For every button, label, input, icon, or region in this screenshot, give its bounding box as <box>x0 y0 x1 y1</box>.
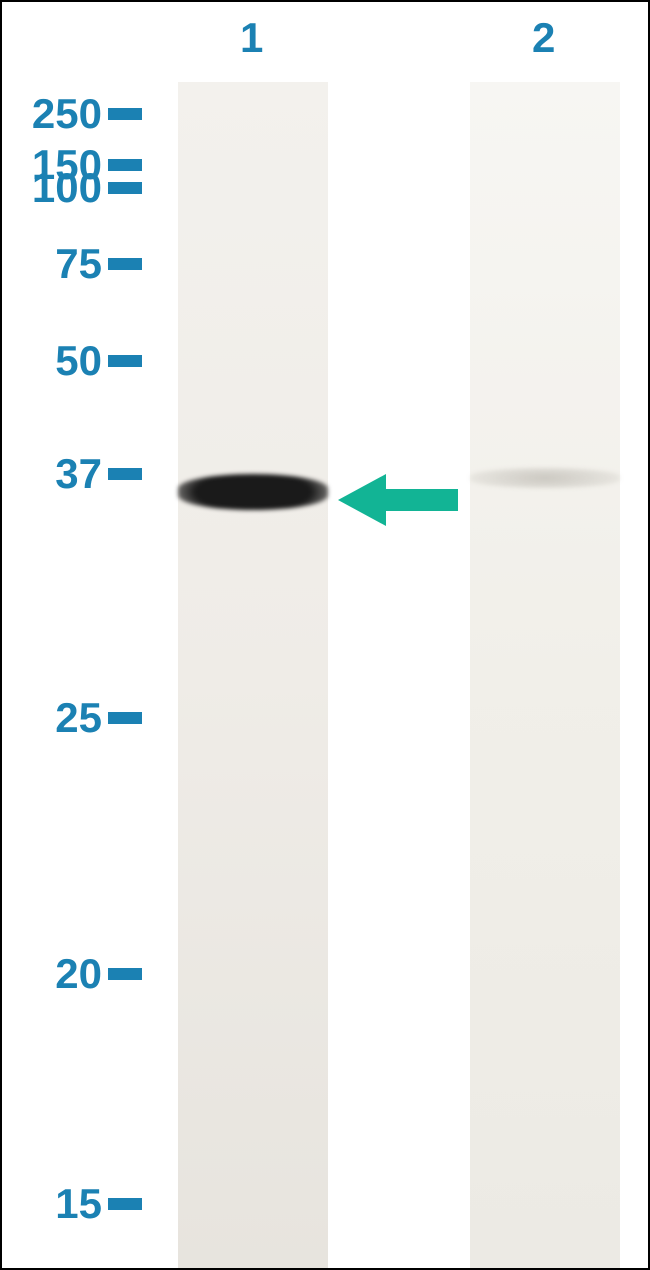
marker-20: 20 <box>20 950 142 998</box>
marker-tick <box>108 258 142 270</box>
marker-label: 75 <box>20 240 102 288</box>
lane-2 <box>470 82 620 1268</box>
lane-1-bg <box>178 82 328 1268</box>
marker-label: 37 <box>20 450 102 498</box>
lane-header-2: 2 <box>532 14 555 62</box>
blot-container: 1 2 250 150 100 75 50 37 25 20 <box>0 0 650 1270</box>
marker-label: 25 <box>20 694 102 742</box>
lane-1 <box>178 82 328 1268</box>
lane-2-bg <box>470 82 620 1268</box>
marker-label: 20 <box>20 950 102 998</box>
marker-label: 15 <box>20 1180 102 1228</box>
lane-2-band <box>470 468 620 488</box>
marker-100: 100 <box>20 164 142 212</box>
marker-tick <box>108 968 142 980</box>
marker-250: 250 <box>20 90 142 138</box>
lane-header-1: 1 <box>240 14 263 62</box>
marker-tick <box>108 1198 142 1210</box>
lane-1-band <box>178 474 328 510</box>
marker-75: 75 <box>20 240 142 288</box>
marker-label: 50 <box>20 337 102 385</box>
marker-25: 25 <box>20 694 142 742</box>
marker-tick <box>108 712 142 724</box>
marker-tick <box>108 468 142 480</box>
marker-label: 250 <box>20 90 102 138</box>
marker-37: 37 <box>20 450 142 498</box>
marker-tick <box>108 355 142 367</box>
marker-50: 50 <box>20 337 142 385</box>
marker-15: 15 <box>20 1180 142 1228</box>
marker-label: 100 <box>20 164 102 212</box>
marker-tick <box>108 182 142 194</box>
arrow-icon <box>338 472 458 528</box>
marker-tick <box>108 108 142 120</box>
